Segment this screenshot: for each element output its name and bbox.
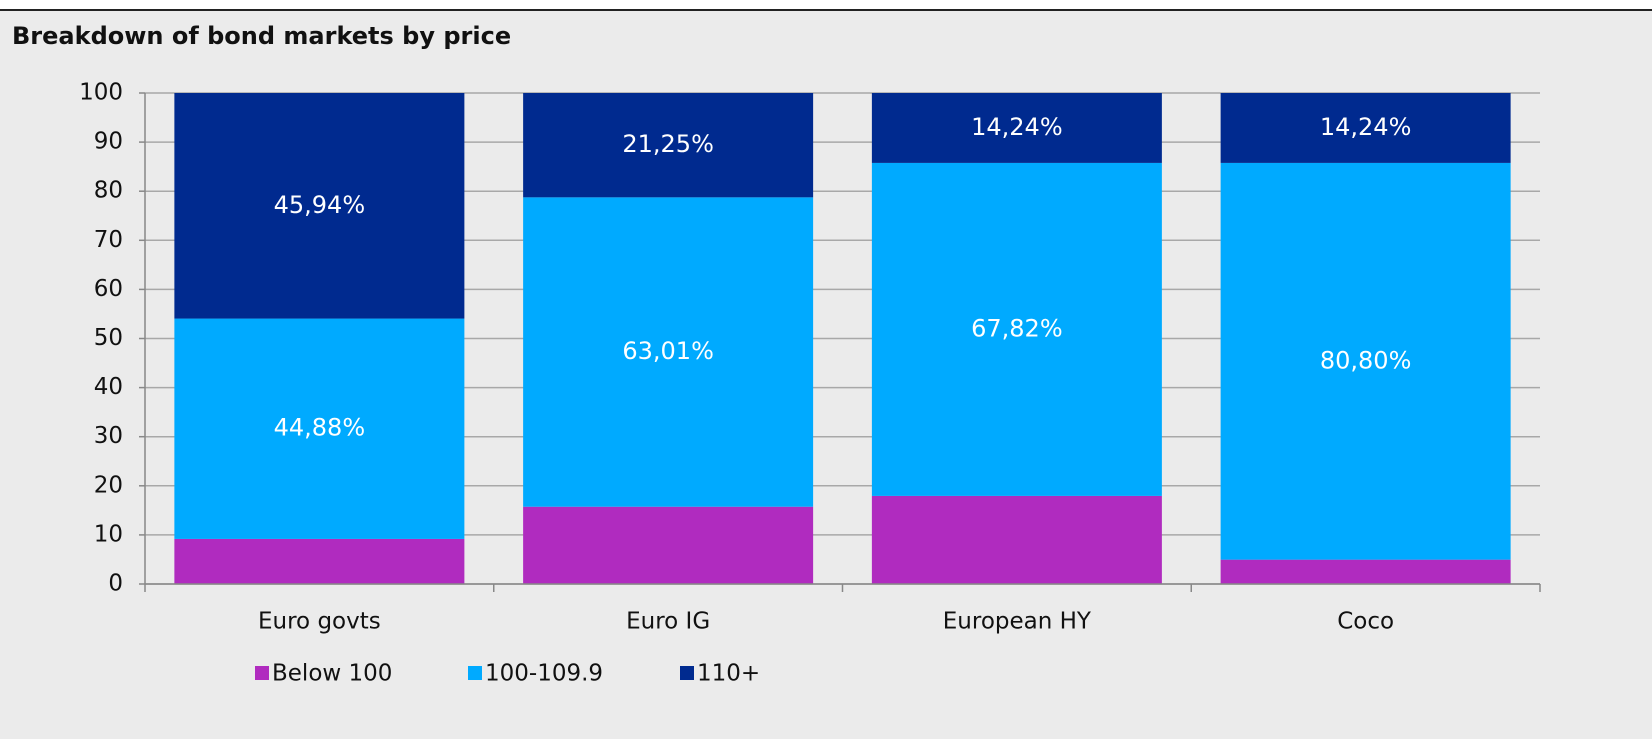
bar-segment xyxy=(1220,559,1511,584)
value-label: 80,80% xyxy=(1320,346,1412,374)
bar-segment xyxy=(174,318,465,539)
x-tick-label: Coco xyxy=(1337,609,1394,635)
value-label: 45,94% xyxy=(274,191,366,219)
y-tick-label: 60 xyxy=(94,276,123,302)
bar-segment xyxy=(871,495,1162,584)
bar-segment xyxy=(1220,162,1511,560)
chart-title: Breakdown of bond markets by price xyxy=(12,22,511,50)
y-tick-label: 20 xyxy=(94,472,123,498)
legend-label: 100-109.9 xyxy=(485,661,603,687)
legend-label: 110+ xyxy=(697,661,760,687)
bar-segment xyxy=(174,93,465,319)
bar-segment xyxy=(523,93,814,198)
y-tick-label: 30 xyxy=(94,423,123,449)
legend-swatch xyxy=(680,666,694,680)
bar-segment xyxy=(871,162,1162,496)
legend-label: Below 100 xyxy=(272,661,392,687)
value-label: 44,88% xyxy=(274,414,366,442)
y-tick-label: 70 xyxy=(94,227,123,253)
legend-swatch xyxy=(255,666,269,680)
y-tick-label: 40 xyxy=(94,374,123,400)
value-label: 21,25% xyxy=(622,130,714,158)
x-tick-label: Euro IG xyxy=(626,609,710,635)
y-tick-label: 0 xyxy=(108,571,123,597)
value-label: 14,24% xyxy=(1320,113,1412,141)
value-label: 63,01% xyxy=(622,337,714,365)
bar-segment xyxy=(523,506,814,584)
y-tick-label: 90 xyxy=(94,129,123,155)
y-tick-label: 100 xyxy=(79,80,123,106)
bar-segment xyxy=(871,93,1162,163)
y-tick-label: 10 xyxy=(94,521,123,547)
x-tick-label: Euro govts xyxy=(258,609,381,635)
bar-segment xyxy=(174,538,465,584)
bar-segment xyxy=(523,197,814,507)
value-label: 67,82% xyxy=(971,314,1063,342)
bar-segment xyxy=(1220,93,1511,163)
y-tick-label: 50 xyxy=(94,325,123,351)
x-tick-label: European HY xyxy=(943,609,1092,635)
y-tick-label: 80 xyxy=(94,178,123,204)
top-margin xyxy=(0,0,1652,10)
value-label: 14,24% xyxy=(971,113,1063,141)
legend-swatch xyxy=(468,666,482,680)
